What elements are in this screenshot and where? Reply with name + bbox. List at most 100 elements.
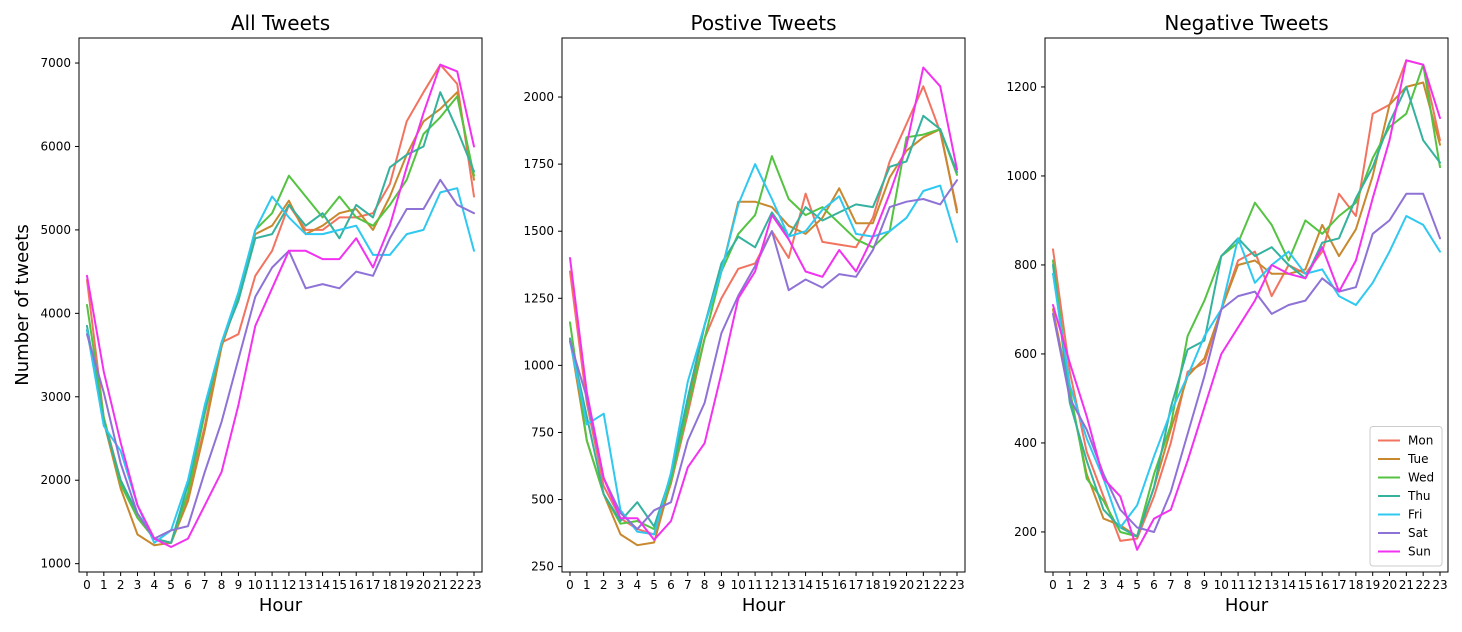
positive-tweets-x-tick-label: 9 xyxy=(718,578,726,592)
all-tweets-x-tick-label: 18 xyxy=(382,578,397,592)
negative-tweets-x-tick-label: 20 xyxy=(1382,578,1397,592)
legend-label-thu: Thu xyxy=(1407,489,1431,503)
positive-tweets-axes-frame xyxy=(561,37,966,573)
all-tweets-x-tick-label: 12 xyxy=(281,578,296,592)
all-tweets-x-tick-label: 20 xyxy=(416,578,431,592)
positive-tweets-x-tick-label: 5 xyxy=(650,578,658,592)
positive-tweets-x-tick-label: 0 xyxy=(566,578,574,592)
positive-tweets-x-tick-label: 12 xyxy=(764,578,779,592)
positive-tweets-x-tick-label: 4 xyxy=(633,578,641,592)
all-tweets-x-tick-label: 17 xyxy=(365,578,380,592)
positive-tweets-x-tick-label: 8 xyxy=(701,578,709,592)
positive-tweets-x-tick-label: 21 xyxy=(916,578,931,592)
positive-tweets-x-tick-label: 16 xyxy=(832,578,847,592)
all-tweets-y-tick-label: 5000 xyxy=(40,223,71,237)
negative-tweets-y-tick-label: 800 xyxy=(1014,258,1037,272)
negative-tweets-x-tick-label: 15 xyxy=(1298,578,1313,592)
all-tweets-x-tick-label: 16 xyxy=(349,578,364,592)
negative-tweets-y-tick-label: 200 xyxy=(1014,525,1037,539)
negative-tweets-title: Negative Tweets xyxy=(1164,11,1328,35)
negative-tweets-x-tick-label: 12 xyxy=(1247,578,1262,592)
negative-tweets-y-tick-label: 400 xyxy=(1014,436,1037,450)
positive-tweets-x-tick-label: 13 xyxy=(781,578,796,592)
all-tweets-title: All Tweets xyxy=(231,11,330,35)
negative-tweets-y-tick-label: 1000 xyxy=(1006,169,1037,183)
positive-tweets-y-tick-label: 1250 xyxy=(523,291,554,305)
positive-tweets-x-tick-label: 23 xyxy=(949,578,964,592)
negative-tweets-axes-frame xyxy=(1044,37,1449,573)
positive-tweets-panel: 0 1 2 3 4 5 6 7 8 9 10 11 12 13 14 15 16 17 18 19 20 21 22 2325… xyxy=(523,11,966,616)
all-tweets-x-tick-label: 5 xyxy=(167,578,175,592)
legend-label-sun: Sun xyxy=(1408,545,1431,559)
all-tweets-x-tick-label: 8 xyxy=(218,578,226,592)
all-tweets-x-tick-label: 23 xyxy=(466,578,481,592)
all-tweets-x-tick-label: 14 xyxy=(315,578,330,592)
negative-tweets-x-tick-label: 2 xyxy=(1083,578,1091,592)
positive-tweets-series-thu-line xyxy=(569,114,958,528)
positive-tweets-series-sat-line xyxy=(569,179,958,531)
negative-tweets-x-tick-label: 8 xyxy=(1184,578,1192,592)
all-tweets-x-tick-label: 3 xyxy=(134,578,142,592)
negative-tweets-series-mon-line xyxy=(1052,59,1441,542)
positive-tweets-x-tick-label: 3 xyxy=(617,578,625,592)
positive-tweets-x-tick-label: 18 xyxy=(865,578,880,592)
all-tweets-x-tick-label: 7 xyxy=(201,578,209,592)
all-tweets-series-tue-line xyxy=(86,91,475,547)
positive-tweets-x-tick-label: 11 xyxy=(747,578,762,592)
all-tweets-y-tick-label: 1000 xyxy=(40,557,71,571)
all-tweets-series-wed-line xyxy=(86,95,475,544)
negative-tweets-x-tick-label: 18 xyxy=(1348,578,1363,592)
all-tweets-y-tick-label: 3000 xyxy=(40,390,71,404)
negative-tweets-series-wed-line xyxy=(1052,63,1441,538)
legend-label-wed: Wed xyxy=(1408,471,1434,485)
negative-tweets-x-tick-label: 10 xyxy=(1214,578,1229,592)
all-tweets-y-axis-title: Number of tweets xyxy=(12,224,33,385)
positive-tweets-x-axis-title: Hour xyxy=(742,595,786,616)
all-tweets-x-tick-label: 15 xyxy=(332,578,347,592)
all-tweets-x-tick-label: 21 xyxy=(433,578,448,592)
positive-tweets-x-tick-label: 10 xyxy=(731,578,746,592)
all-tweets-x-tick-label: 10 xyxy=(248,578,263,592)
negative-tweets-x-tick-label: 13 xyxy=(1264,578,1279,592)
negative-tweets-x-tick-label: 3 xyxy=(1100,578,1108,592)
negative-tweets-y-tick-label: 600 xyxy=(1014,347,1037,361)
negative-tweets-x-tick-label: 23 xyxy=(1432,578,1447,592)
positive-tweets-x-tick-label: 15 xyxy=(815,578,830,592)
negative-tweets-x-tick-label: 16 xyxy=(1315,578,1330,592)
positive-tweets-series-tue-line xyxy=(569,128,958,547)
negative-tweets-x-tick-label: 14 xyxy=(1281,578,1296,592)
positive-tweets-y-tick-label: 1750 xyxy=(523,157,554,171)
all-tweets-x-tick-label: 4 xyxy=(150,578,158,592)
positive-tweets-y-tick-label: 500 xyxy=(531,493,554,507)
positive-tweets-x-tick-label: 19 xyxy=(882,578,897,592)
all-tweets-x-tick-label: 1 xyxy=(100,578,108,592)
all-tweets-x-tick-label: 13 xyxy=(298,578,313,592)
positive-tweets-x-tick-label: 17 xyxy=(848,578,863,592)
positive-tweets-series-sun-line xyxy=(569,66,958,541)
legend: Mon Tue Wed Thu Fri Sat Sun xyxy=(1369,426,1443,567)
all-tweets-x-axis-title: Hour xyxy=(259,595,303,616)
all-tweets-axes-frame xyxy=(78,37,483,573)
all-tweets-series-sat-line xyxy=(86,178,475,540)
positive-tweets-title: Postive Tweets xyxy=(690,11,836,35)
positive-tweets-y-tick-label: 2000 xyxy=(523,90,554,104)
legend-label-fri: Fri xyxy=(1408,508,1422,522)
positive-tweets-series-fri-line xyxy=(569,163,958,536)
all-tweets-series-thu-line xyxy=(86,91,475,544)
legend-label-mon: Mon xyxy=(1408,434,1433,448)
negative-tweets-x-tick-label: 0 xyxy=(1049,578,1057,592)
positive-tweets-x-tick-label: 20 xyxy=(899,578,914,592)
negative-tweets-x-tick-label: 17 xyxy=(1331,578,1346,592)
all-tweets-y-tick-label: 7000 xyxy=(40,56,71,70)
negative-tweets-x-tick-label: 1 xyxy=(1066,578,1074,592)
negative-tweets-x-tick-label: 19 xyxy=(1365,578,1380,592)
negative-tweets-series-sat-line xyxy=(1052,192,1441,533)
all-tweets-panel: 0 1 2 3 4 5 6 7 8 9 10 11 12 13 14 15 16 17 18 19 20 21 22 2310… xyxy=(12,11,483,616)
positive-tweets-y-tick-label: 1000 xyxy=(523,358,554,372)
positive-tweets-y-tick-label: 1500 xyxy=(523,224,554,238)
all-tweets-x-tick-label: 2 xyxy=(117,578,125,592)
all-tweets-series-fri-line xyxy=(86,187,475,544)
positive-tweets-x-tick-label: 7 xyxy=(684,578,692,592)
all-tweets-series-sun-line xyxy=(86,63,475,548)
